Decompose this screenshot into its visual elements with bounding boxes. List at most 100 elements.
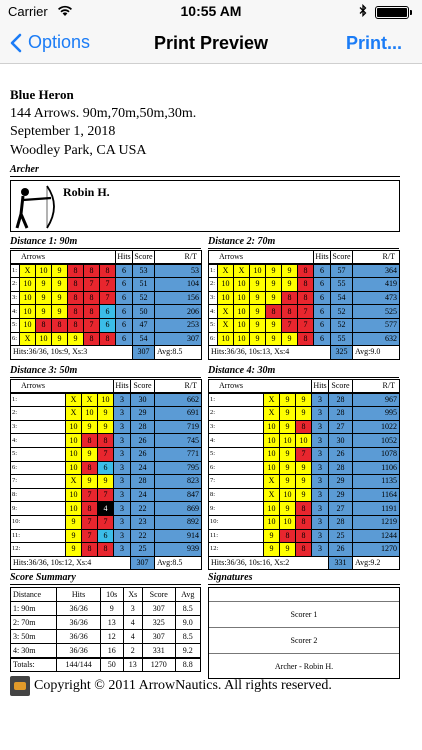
table-header-row: Distance Hits 10s Xs Score Avg bbox=[9, 587, 201, 602]
end-hits: 3 bbox=[311, 474, 329, 489]
end-number: 8: bbox=[10, 487, 66, 503]
arrow-score: 9 bbox=[249, 331, 266, 347]
arrow-score: 9 bbox=[35, 277, 52, 292]
archer-section-title: Archer bbox=[10, 164, 400, 177]
arrow-score: X bbox=[19, 331, 36, 347]
arrow-score: 8 bbox=[297, 277, 314, 292]
arrow-score: 10 bbox=[263, 460, 280, 476]
round-name: Blue Heron bbox=[10, 87, 74, 102]
document-footer: Copyright © 2011 ArrowNautics. All right… bbox=[10, 676, 400, 700]
running-total: 914 bbox=[154, 528, 202, 544]
arrow-score: 10 bbox=[233, 277, 250, 292]
end-score: 22 bbox=[130, 501, 155, 516]
table-header-row: Arrows Hits Score R/T bbox=[208, 379, 400, 395]
end-score: 24 bbox=[130, 487, 155, 503]
arrow-score: 8 bbox=[295, 419, 312, 435]
end-hits: 6 bbox=[115, 263, 133, 279]
end-number: 6: bbox=[10, 331, 20, 347]
end-hits: 3 bbox=[311, 460, 329, 476]
signature-archer: Archer - Robin H. bbox=[274, 662, 334, 671]
arrow-score: 6 bbox=[97, 460, 114, 476]
arrow-score: 9 bbox=[35, 304, 52, 319]
totals-cell: 8.8 bbox=[174, 656, 201, 672]
running-total: 473 bbox=[352, 290, 400, 306]
end-score: 54 bbox=[330, 290, 353, 306]
scorecard-table: Arrows Hits Score R/T 1: X 9 9 3 28 967 2: X 9 9 3… bbox=[208, 379, 400, 571]
arrow-score: 10 bbox=[35, 263, 52, 279]
summary-cell: 13 bbox=[99, 615, 124, 630]
end-row: 7: X 9 9 3 29 1135 bbox=[208, 474, 400, 489]
arrow-score: 9 bbox=[97, 474, 114, 489]
end-row: 10: 9 7 7 3 23 892 bbox=[10, 514, 202, 530]
arrow-score: 10 bbox=[233, 290, 250, 306]
signatures: Signatures Scorer 1 Scorer 2 Archer - Ro… bbox=[208, 572, 400, 679]
end-row: 2: X 9 9 3 28 995 bbox=[208, 406, 400, 421]
end-row: 1: X 9 9 3 28 967 bbox=[208, 392, 400, 408]
end-number: 3: bbox=[208, 419, 264, 435]
round-date: September 1, 2018 bbox=[10, 124, 116, 139]
arrow-score: 10 bbox=[97, 392, 114, 408]
end-score: 53 bbox=[132, 263, 155, 279]
end-score: 30 bbox=[130, 392, 155, 408]
arrow-score: 8 bbox=[295, 528, 312, 544]
arrow-score: 7 bbox=[83, 317, 100, 333]
arrow-score: 9 bbox=[295, 487, 312, 503]
table-row: 1: 90m 36/36 9 3 307 8.5 bbox=[9, 601, 201, 616]
arrow-score: 9 bbox=[263, 542, 280, 557]
arrow-score: 8 bbox=[265, 304, 282, 319]
signature-scorer-1: Scorer 1 bbox=[209, 602, 399, 628]
arrow-score: 8 bbox=[295, 501, 312, 516]
running-total: 823 bbox=[154, 474, 202, 489]
end-hits: 3 bbox=[311, 406, 329, 421]
end-hits: 6 bbox=[313, 331, 331, 347]
summary-cell: 8.5 bbox=[174, 629, 201, 644]
print-button[interactable]: Print... bbox=[345, 33, 402, 53]
running-total: 1135 bbox=[352, 474, 400, 489]
end-row: 1: X 10 9 8 8 8 6 53 53 bbox=[10, 263, 202, 279]
arrow-score: 8 bbox=[67, 304, 84, 319]
end-row: 9: 10 9 8 3 27 1191 bbox=[208, 501, 400, 516]
end-hits: 3 bbox=[311, 392, 329, 408]
arrow-score: 10 bbox=[65, 501, 82, 516]
running-total: 1219 bbox=[352, 514, 400, 530]
arrow-score: 10 bbox=[263, 501, 280, 516]
running-total: 419 bbox=[352, 277, 400, 292]
arrow-score: 9 bbox=[279, 446, 296, 462]
end-number: 2: bbox=[208, 277, 218, 292]
arrow-score: 9 bbox=[265, 277, 282, 292]
arrow-score: 9 bbox=[249, 277, 266, 292]
end-row: 7: X 9 9 3 28 823 bbox=[10, 474, 202, 489]
summary-cell: 325 bbox=[141, 615, 176, 630]
end-score: 23 bbox=[130, 514, 155, 530]
end-row: 4: 10 10 10 3 30 1052 bbox=[208, 433, 400, 448]
arrow-score: 9 bbox=[279, 474, 296, 489]
arrow-score: 9 bbox=[51, 304, 68, 319]
col-score: Score bbox=[330, 250, 353, 266]
arrow-score: 9 bbox=[263, 528, 280, 544]
end-row: 12: 9 9 8 3 26 1270 bbox=[208, 542, 400, 557]
summary-cell: 16 bbox=[99, 643, 124, 658]
col-arrows: Arrows bbox=[208, 250, 314, 266]
back-button-label: Options bbox=[28, 32, 91, 52]
end-row: 4: 10 8 8 3 26 745 bbox=[10, 433, 202, 448]
arrow-score: 9 bbox=[249, 304, 266, 319]
arrow-score: 9 bbox=[279, 501, 296, 516]
back-button[interactable]: Options bbox=[10, 32, 90, 53]
end-number: 5: bbox=[10, 317, 20, 333]
arrow-score: 9 bbox=[51, 277, 68, 292]
distance-2-block: Distance 2: 70m Arrows Hits Score R/T 1:… bbox=[208, 236, 400, 360]
end-row: 11: 9 7 6 3 22 914 bbox=[10, 528, 202, 544]
arrow-score: 8 bbox=[97, 433, 114, 448]
round-description: 144 Arrows. 90m,70m,50m,30m. bbox=[10, 105, 197, 121]
end-number: 1: bbox=[208, 392, 264, 408]
distance-summary: Hits:36/36, 10s:16, Xs:2 bbox=[208, 555, 329, 571]
running-total: 719 bbox=[154, 419, 202, 435]
end-score: 52 bbox=[132, 290, 155, 306]
arrow-score: 9 bbox=[295, 406, 312, 421]
arrow-score: X bbox=[65, 392, 82, 408]
arrow-score: X bbox=[19, 263, 36, 279]
end-number: 12: bbox=[10, 542, 66, 557]
end-hits: 3 bbox=[113, 433, 131, 448]
end-row: 6: 10 10 9 9 9 8 6 55 632 bbox=[208, 331, 400, 347]
end-hits: 3 bbox=[113, 542, 131, 557]
